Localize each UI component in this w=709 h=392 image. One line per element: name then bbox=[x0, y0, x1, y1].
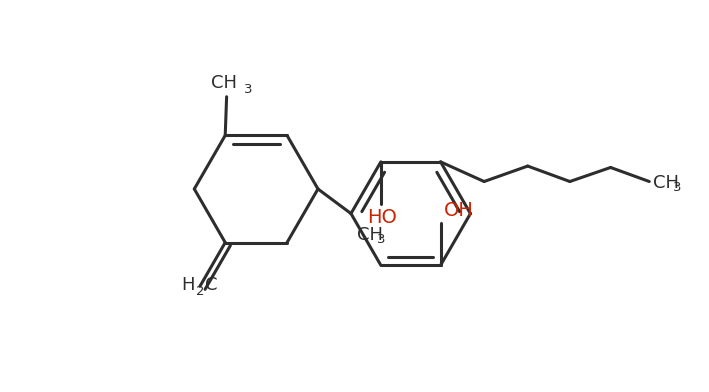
Text: CH: CH bbox=[357, 226, 383, 244]
Text: 3: 3 bbox=[376, 233, 385, 246]
Text: C: C bbox=[205, 276, 218, 294]
Text: 3: 3 bbox=[673, 181, 681, 194]
Text: HO: HO bbox=[367, 208, 397, 227]
Text: H: H bbox=[181, 276, 194, 294]
Text: 2: 2 bbox=[196, 285, 205, 298]
Text: 3: 3 bbox=[244, 83, 252, 96]
Text: CH: CH bbox=[211, 74, 237, 92]
Text: CH: CH bbox=[653, 174, 679, 192]
Text: OH: OH bbox=[443, 201, 473, 220]
